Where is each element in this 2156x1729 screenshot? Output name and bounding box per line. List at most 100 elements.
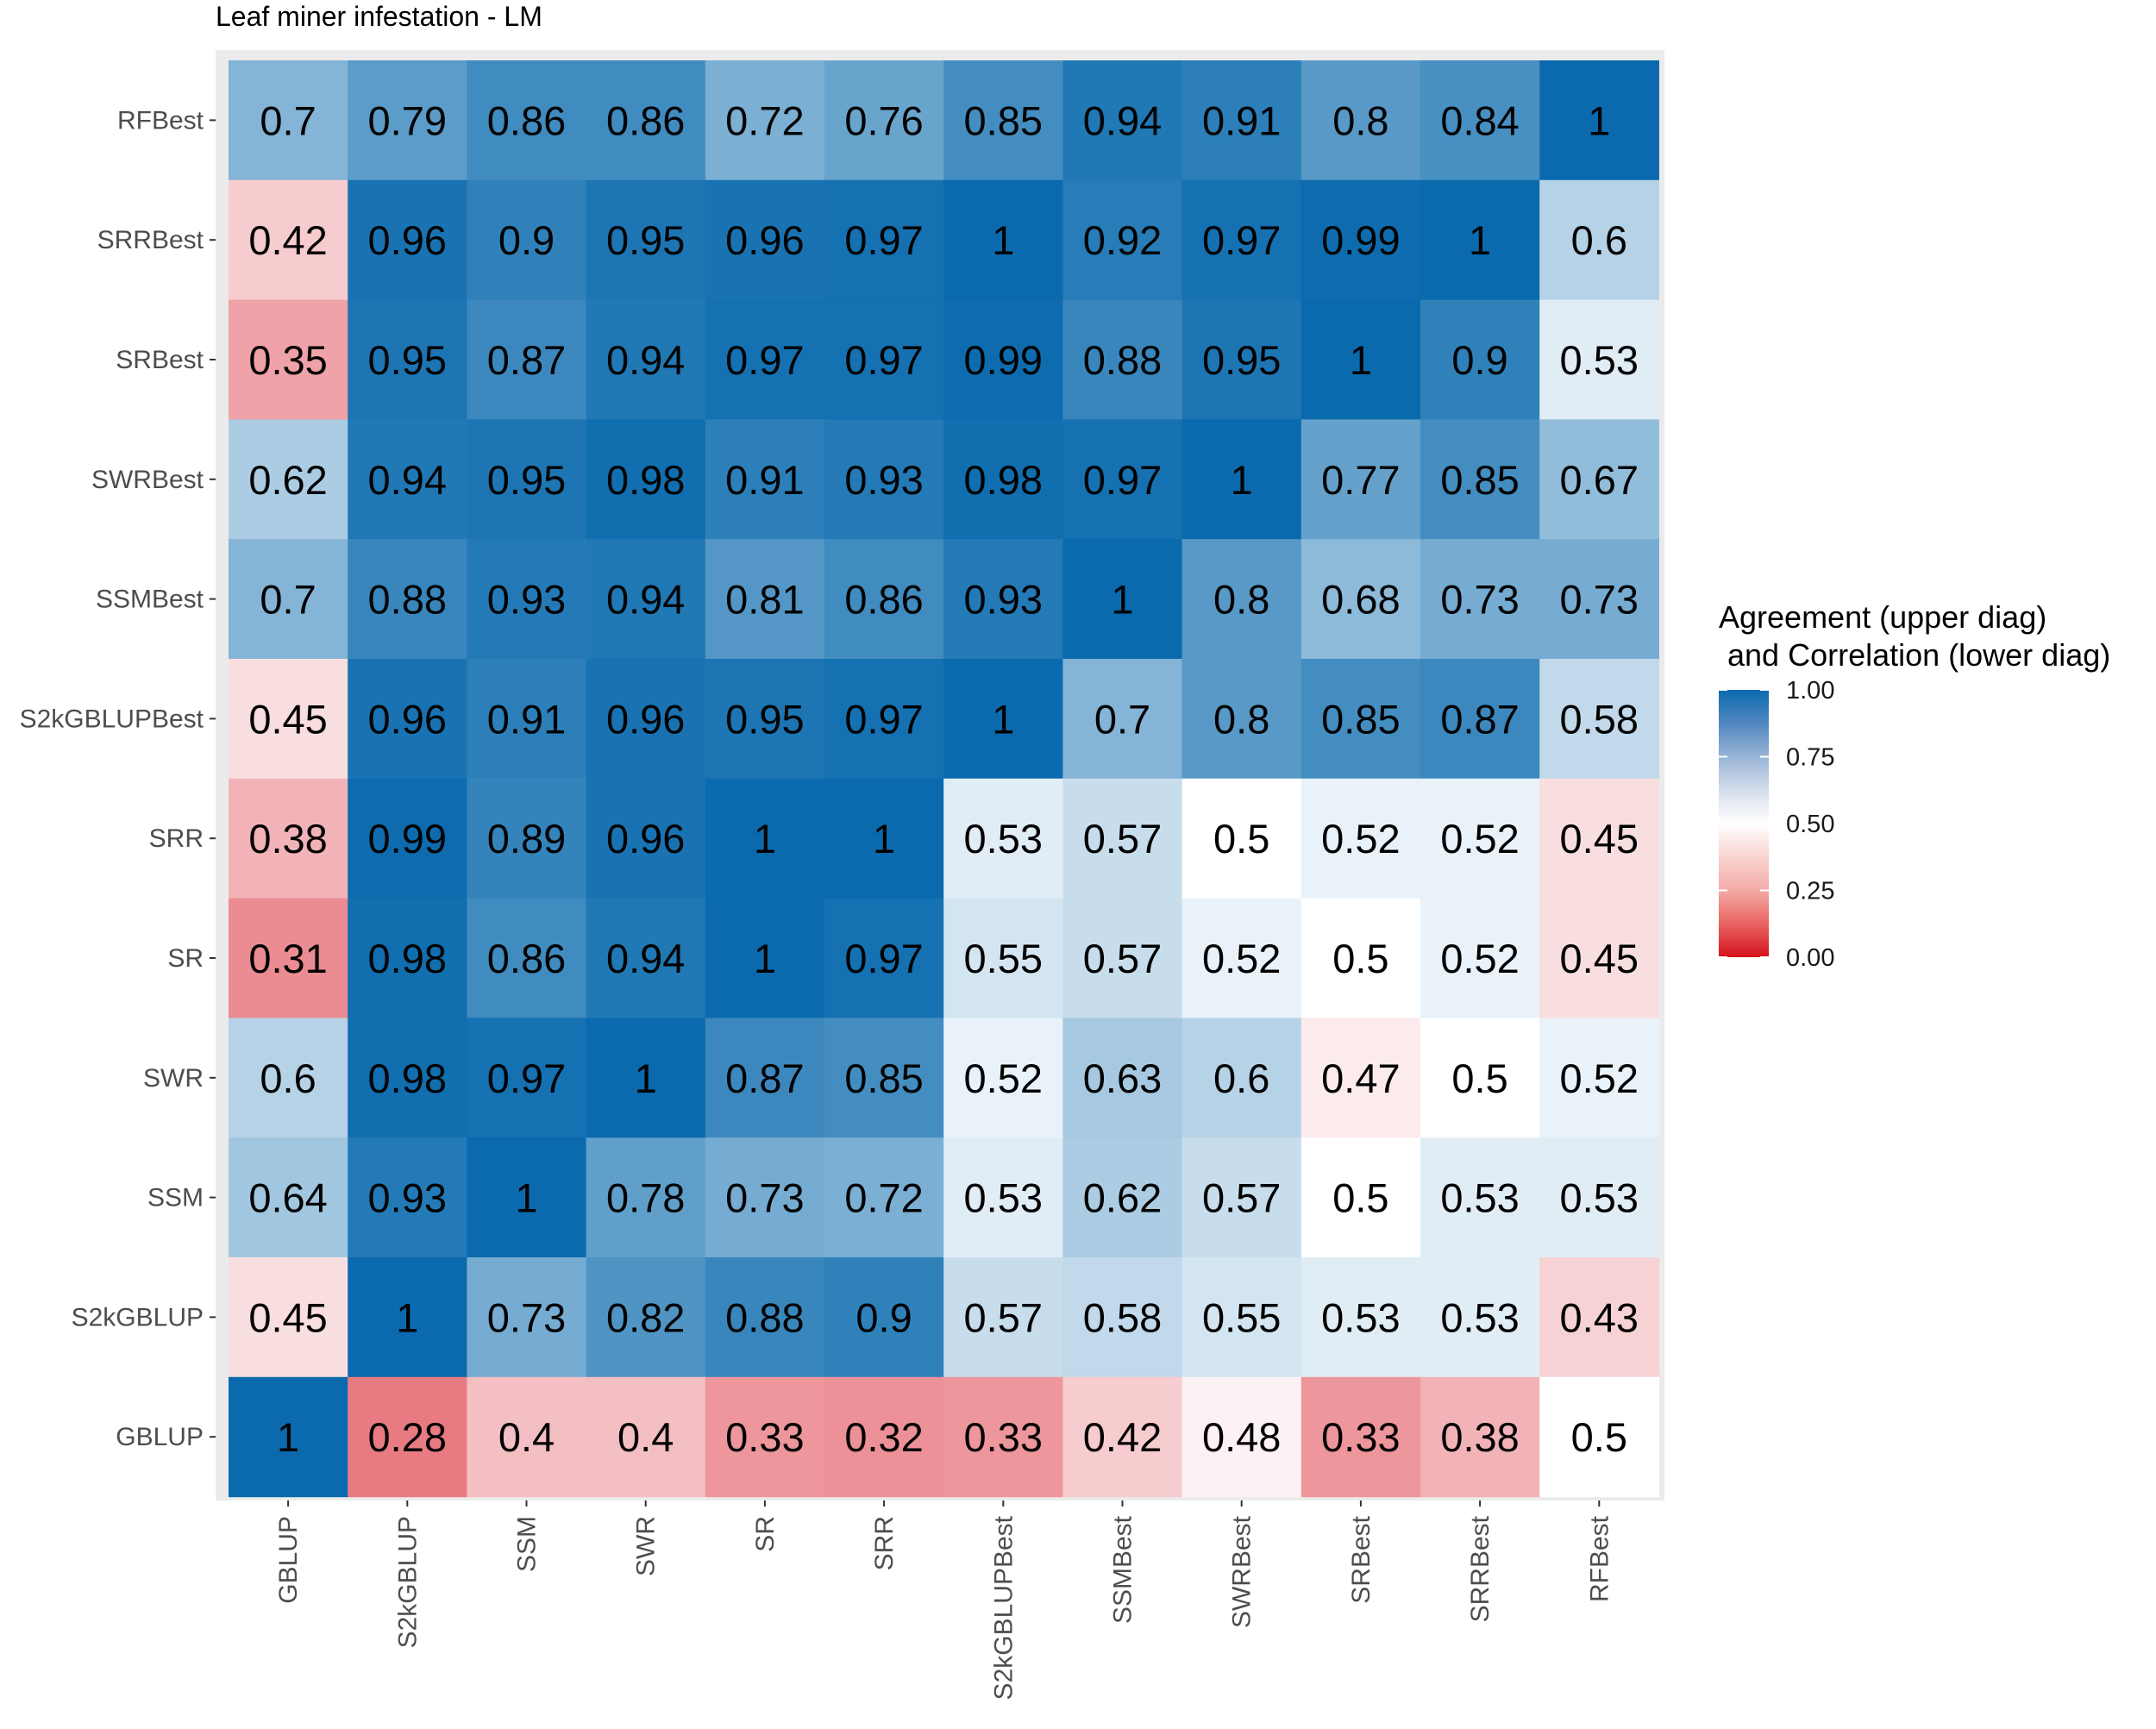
heatmap-cell <box>943 898 1063 1018</box>
heatmap-cell <box>467 659 587 780</box>
cell-value-label: 1 <box>873 816 895 861</box>
heatmap-cell <box>1420 1376 1540 1498</box>
heatmap-cell <box>824 60 944 181</box>
cell-value-label: 0.5 <box>1571 1414 1627 1460</box>
heatmap-cell <box>1181 1376 1302 1498</box>
cell-value-label: 0.96 <box>368 696 447 742</box>
cell-value-label: 0.95 <box>1202 337 1281 383</box>
colorbar-legend: Agreement (upper diag) and Correlation (… <box>1719 599 2110 972</box>
heatmap-cell <box>1420 1137 1540 1258</box>
colorbar-tick-label: 0.75 <box>1786 744 1834 772</box>
heatmap-cell <box>1181 60 1302 181</box>
cell-value-label: 0.91 <box>1202 97 1281 143</box>
y-tick-label: SSMBest <box>96 586 204 614</box>
heatmap-cell <box>229 1257 348 1378</box>
heatmap-cell <box>943 299 1063 420</box>
cell-value-label: 0.97 <box>1083 457 1162 503</box>
cell-value-label: 1 <box>635 1056 657 1101</box>
y-tick-label: GBLUP <box>116 1423 204 1451</box>
heatmap-cell <box>1539 179 1659 301</box>
cell-value-label: 0.93 <box>844 457 923 503</box>
cell-value-label: 1 <box>754 816 776 861</box>
colorbar-tick-label: 0.50 <box>1786 811 1834 838</box>
cell-value-label: 1 <box>1350 337 1372 383</box>
colorbar-tick-label: 1.00 <box>1786 677 1834 705</box>
cell-value-label: 0.86 <box>606 97 685 143</box>
heatmap-cell <box>824 898 944 1018</box>
heatmap-cell <box>586 778 706 899</box>
cell-value-label: 0.64 <box>248 1175 327 1221</box>
heatmap-cell <box>943 1376 1063 1498</box>
cell-value-label: 0.98 <box>368 1056 447 1101</box>
cell-value-label: 0.58 <box>1560 696 1639 742</box>
heatmap-cell <box>586 419 706 540</box>
cell-value-label: 0.95 <box>487 457 566 503</box>
heatmap-cell <box>1420 659 1540 780</box>
heatmap-cell <box>467 778 587 899</box>
cell-value-label: 0.86 <box>487 936 566 981</box>
cell-value-label: 0.85 <box>844 1056 923 1101</box>
cell-value-label: 0.73 <box>1440 577 1519 623</box>
heatmap-cell <box>943 1137 1063 1258</box>
cell-value-label: 0.94 <box>606 337 685 383</box>
cell-value-label: 0.86 <box>844 577 923 623</box>
heatmap-cell <box>467 179 587 301</box>
heatmap-cell <box>824 1376 944 1498</box>
heatmap-cell <box>467 419 587 540</box>
heatmap-cell <box>1062 60 1183 181</box>
colorbar-tick-label: 0.00 <box>1786 944 1834 972</box>
cell-value-label: 0.53 <box>964 1175 1043 1221</box>
heatmap-cell <box>1062 1018 1183 1138</box>
y-tick-label: SR <box>167 944 204 973</box>
heatmap-cell <box>1062 1137 1183 1258</box>
y-tick-label: S2kGBLUPBest <box>20 705 204 733</box>
cell-value-label: 0.53 <box>1440 1175 1519 1221</box>
heatmap-cell <box>1539 60 1659 181</box>
heatmap-cell <box>705 1257 825 1378</box>
cell-value-label: 0.52 <box>1440 936 1519 981</box>
cell-value-label: 0.8 <box>1213 577 1269 623</box>
cell-value-label: 0.52 <box>964 1056 1043 1101</box>
cell-value-label: 1 <box>277 1414 299 1460</box>
cell-value-label: 0.45 <box>248 1294 327 1340</box>
x-tick-label: S2kGBLUP <box>393 1516 422 1648</box>
heatmap-cell <box>705 60 825 181</box>
cell-value-label: 0.68 <box>1321 577 1400 623</box>
cell-value-label: 0.86 <box>487 97 566 143</box>
heatmap-cell <box>943 1257 1063 1378</box>
cell-value-label: 0.57 <box>964 1294 1043 1340</box>
cell-value-label: 0.97 <box>844 337 923 383</box>
cell-value-label: 0.78 <box>606 1175 685 1221</box>
cell-value-label: 0.45 <box>1560 936 1639 981</box>
heatmap-cell <box>1181 1257 1302 1378</box>
heatmap-cell <box>705 419 825 540</box>
heatmap-cell <box>586 1018 706 1138</box>
cell-value-label: 0.6 <box>1213 1056 1269 1101</box>
heatmap-cell <box>1300 778 1421 899</box>
heatmap-cell <box>943 179 1063 301</box>
cell-value-label: 0.92 <box>1083 217 1162 263</box>
heatmap-cell <box>467 299 587 420</box>
heatmap-cell <box>1181 659 1302 780</box>
heatmap-cell <box>586 60 706 181</box>
heatmap-cell <box>824 299 944 420</box>
heatmap-cell <box>1539 1257 1659 1378</box>
cell-value-label: 0.94 <box>368 457 447 503</box>
cell-value-label: 0.95 <box>368 337 447 383</box>
cell-value-label: 0.42 <box>1083 1414 1162 1460</box>
cell-value-label: 0.33 <box>964 1414 1043 1460</box>
heatmap-cell <box>586 179 706 301</box>
heatmap-cell <box>348 1018 467 1138</box>
y-tick-label: SRR <box>149 824 204 853</box>
cell-value-label: 1 <box>1469 217 1491 263</box>
cell-value-label: 0.88 <box>1083 337 1162 383</box>
heatmap-cell <box>705 778 825 899</box>
cell-value-label: 0.57 <box>1202 1175 1281 1221</box>
heatmap-cell <box>943 419 1063 540</box>
cell-value-label: 0.98 <box>368 936 447 981</box>
heatmap-cell <box>705 1137 825 1258</box>
cell-value-label: 0.7 <box>1094 696 1150 742</box>
heatmap-cell <box>943 778 1063 899</box>
heatmap-cell <box>1300 1018 1421 1138</box>
heatmap-cell <box>229 898 348 1018</box>
